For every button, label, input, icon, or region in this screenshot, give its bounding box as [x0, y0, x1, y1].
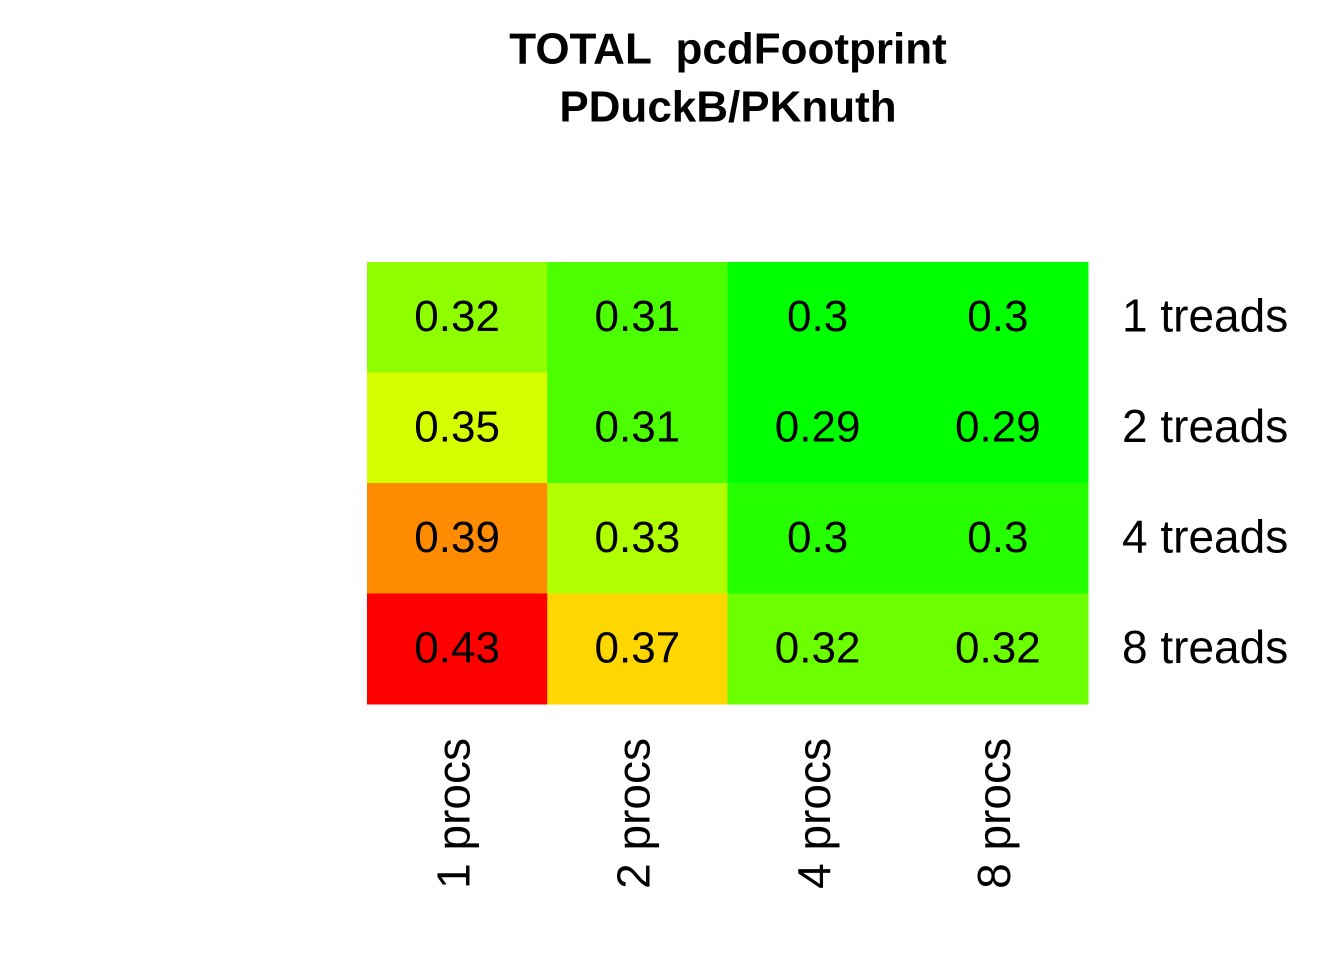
cell-label: 0.3 [967, 513, 1028, 562]
heatmap-cell [727, 593, 909, 705]
heatmap-cell [547, 262, 728, 373]
heatmap-cell [547, 372, 728, 484]
cell-label: 0.43 [414, 623, 500, 672]
heatmap-cell [907, 372, 1089, 484]
cell-label: 0.3 [787, 513, 848, 562]
heatmap-cell [367, 593, 548, 705]
heatmap-cell [367, 262, 548, 373]
column-label: 1 procs [427, 738, 479, 889]
cell-label: 0.3 [787, 292, 848, 341]
heatmap-cell [727, 262, 909, 373]
cell-label: 0.39 [414, 513, 500, 562]
chart-title: TOTAL pcdFootprint [509, 25, 947, 74]
heatmap-cell [547, 483, 728, 594]
cell-label: 0.29 [775, 402, 861, 451]
row-label: 2 treads [1122, 400, 1288, 452]
column-label: 8 procs [968, 738, 1020, 889]
heatmap-cell [367, 372, 548, 484]
row-label: 8 treads [1122, 621, 1288, 673]
column-label: 2 procs [608, 738, 660, 889]
cell-label: 0.33 [595, 513, 681, 562]
heatmap-cell [907, 483, 1089, 594]
cell-label: 0.3 [967, 292, 1028, 341]
cell-label: 0.31 [595, 292, 681, 341]
heatmap-cell [727, 372, 909, 484]
cell-label: 0.29 [955, 402, 1041, 451]
cell-label: 0.32 [775, 623, 861, 672]
heatmap-cell [727, 483, 909, 594]
heatmap-cell [547, 593, 728, 705]
heatmap-cell [907, 593, 1089, 705]
cell-label: 0.32 [414, 292, 500, 341]
row-label: 1 treads [1122, 289, 1288, 341]
cell-label: 0.37 [595, 623, 681, 672]
column-label: 4 procs [788, 738, 840, 889]
cell-label: 0.32 [955, 623, 1041, 672]
heatmap-cell [367, 483, 548, 594]
chart-subtitle: PDuckB/PKnuth [559, 83, 896, 132]
row-label: 4 treads [1122, 510, 1288, 562]
cell-label: 0.31 [595, 402, 681, 451]
cell-label: 0.35 [414, 402, 500, 451]
heatmap-cell [907, 262, 1089, 373]
